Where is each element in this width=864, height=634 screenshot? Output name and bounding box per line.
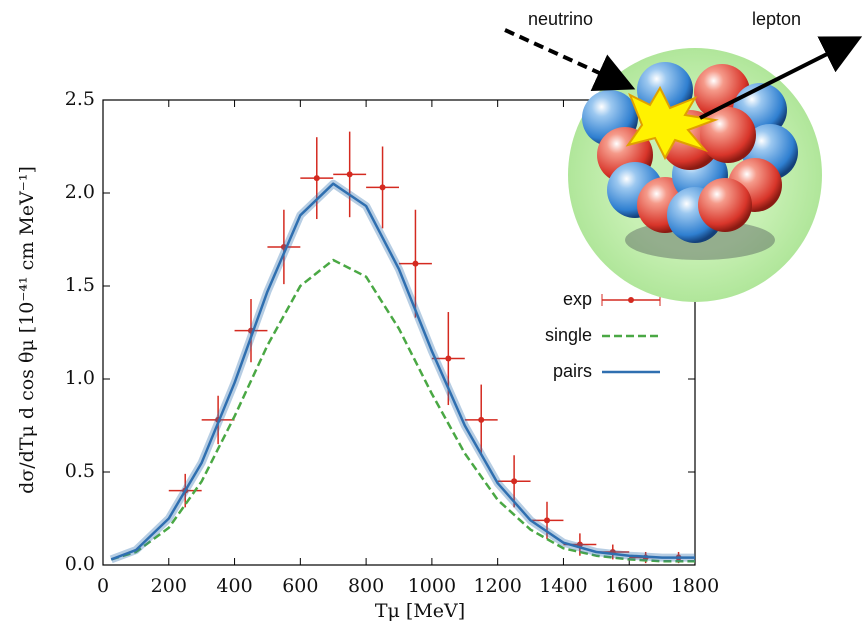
lepton-label: lepton <box>752 9 801 29</box>
legend-label: single <box>545 325 592 345</box>
data-point <box>544 517 550 524</box>
plot-frame <box>102 99 696 566</box>
data-point <box>346 171 353 178</box>
x-tick-label: 600 <box>282 575 318 597</box>
neutrino-arrow <box>504 28 636 91</box>
data-point <box>478 416 485 423</box>
x-tick-label: 1200 <box>473 575 521 597</box>
y-tick-label: 0.5 <box>65 460 95 482</box>
nucleon <box>698 178 752 232</box>
y-tick-label: 2.0 <box>65 181 95 203</box>
x-tick-label: 1800 <box>671 575 719 597</box>
neutrino-label: neutrino <box>528 9 593 29</box>
x-axis-label: Tμ [MeV] <box>375 600 465 622</box>
legend-swatch <box>628 297 634 303</box>
y-tick-label: 1.0 <box>65 367 95 389</box>
collision-burst <box>625 85 719 161</box>
y-tick-label: 1.5 <box>65 274 95 296</box>
x-tick-label: 200 <box>151 575 187 597</box>
lepton-arrow <box>699 36 863 120</box>
legend: exp single pairs <box>545 289 661 381</box>
x-tick-label: 400 <box>216 575 252 597</box>
legend-label: exp <box>563 289 592 309</box>
x-tick-label: 1000 <box>408 575 456 597</box>
x-tick-label: 800 <box>348 575 384 597</box>
y-tick-label: 2.5 <box>65 88 95 110</box>
plot-area: 0 200 400 600 800 1000 1200 1400 1600 1800 0.0 0.5 1… <box>65 88 719 597</box>
x-tick-label: 1600 <box>605 575 653 597</box>
data-point <box>379 184 386 191</box>
x-tick-label: 1400 <box>539 575 587 597</box>
y-tick-label: 0.0 <box>65 553 95 575</box>
curve <box>110 258 695 563</box>
curve <box>110 182 695 561</box>
y-axis-label: dσ/dTμ d cos θμ [10⁻⁴¹ cm MeV⁻¹] <box>16 166 38 494</box>
nucleus-illustration: neutrino lepton <box>504 9 863 302</box>
x-tick-label: 0 <box>97 575 109 597</box>
legend-label: pairs <box>553 361 592 381</box>
data-point <box>445 355 452 362</box>
data-point <box>511 478 518 485</box>
data-point <box>412 260 419 267</box>
data-point <box>313 175 320 182</box>
